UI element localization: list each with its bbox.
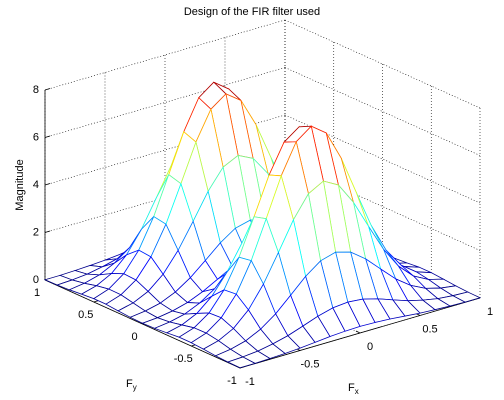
y-axis-label: Fy (126, 378, 137, 392)
z-tick-label: 0 (33, 274, 39, 286)
y-label-sub: y (133, 383, 137, 392)
x-tick-label: -1 (245, 376, 255, 388)
z-tick (44, 135, 51, 138)
x-label-sub: x (355, 387, 359, 396)
mesh-cell (226, 356, 257, 369)
x-tick-label: -0.5 (301, 358, 320, 370)
x-label-main: F (348, 382, 355, 394)
z-tick-label: 8 (33, 84, 39, 96)
z-tick (44, 230, 51, 233)
z-tick-label: 2 (33, 226, 39, 238)
z-tick (44, 183, 51, 186)
x-tick-label: 0.5 (422, 323, 437, 335)
y-tick-label: -1 (227, 375, 237, 387)
z-tick-label: 4 (33, 179, 39, 191)
y-tick-label: -0.5 (174, 353, 193, 365)
chart-title: Design of the FIR filter used (184, 6, 320, 18)
z-axis-label: Magnitude (14, 159, 26, 210)
x-axis-label: Fx (348, 382, 359, 396)
y-tick-label: 0 (131, 331, 137, 343)
x-tick (355, 330, 361, 334)
z-tick-label: 6 (33, 131, 39, 143)
y-label-main: F (126, 378, 133, 390)
z-tick (44, 88, 51, 91)
x-tick-label: 1 (487, 306, 493, 318)
y-tick-label: 0.5 (78, 309, 93, 321)
x-tick-label: 0 (367, 341, 373, 353)
y-tick-label: 1 (34, 287, 40, 299)
